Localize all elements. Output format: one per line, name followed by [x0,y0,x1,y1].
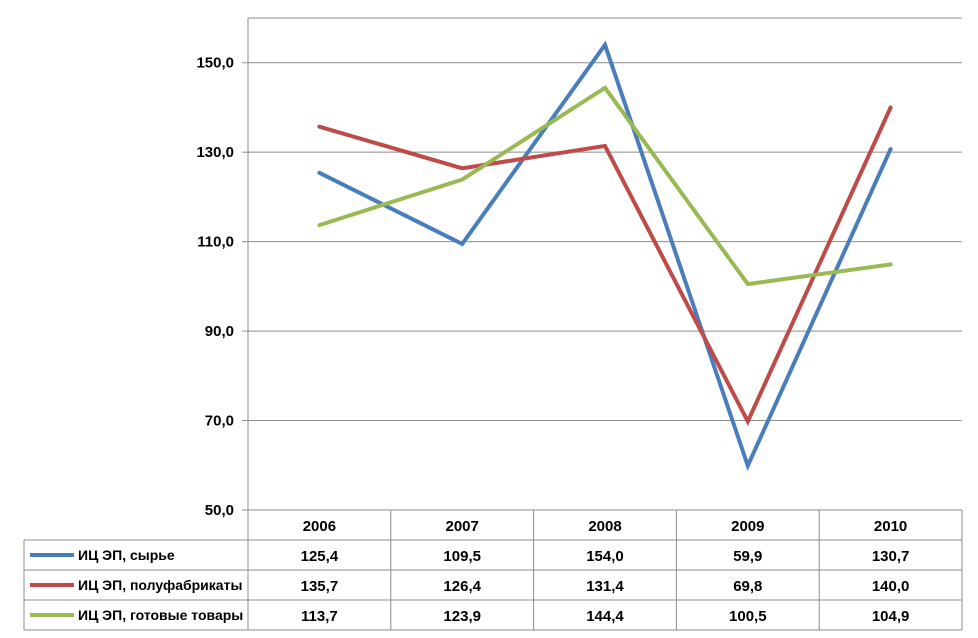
table-cell-value: 140,0 [872,578,910,595]
x-category-label: 2008 [588,518,621,535]
series-lines [317,40,893,472]
y-tick-label: 50,0 [205,502,234,519]
y-tick-label: 70,0 [205,413,234,430]
series-line [317,40,893,472]
table-cell-value: 144,4 [586,608,624,625]
legend-label: ИЦ ЭП, полуфабрикаты [78,577,242,593]
table-cell-value: 125,4 [301,548,339,565]
y-tick-label: 110,0 [197,234,234,251]
table-cell-value: 126,4 [443,578,481,595]
table-cell-value: 59,9 [733,548,762,565]
table-cell-value: 131,4 [586,578,624,595]
gridlines [248,17,962,511]
table-cell-value: 69,8 [733,578,762,595]
x-category-label: 2006 [303,518,336,535]
data-table: 2006 2007 2008 2009 2010 ИЦ ЭП, сырье 125,4 109… [23,509,963,631]
table-cell-value: 154,0 [586,548,624,565]
table-cell-value: 113,7 [301,608,338,625]
table-cell-value: 109,5 [443,548,481,565]
table-cell-value: 104,9 [872,608,910,625]
x-category-label: 2010 [874,518,907,535]
table-cell-value: 135,7 [301,578,339,595]
y-axis: 50,0 70,0 90,0 110,0 130,0 150,0 [196,18,249,519]
series-line [317,85,893,287]
table-cell-value: 100,5 [729,608,767,625]
y-tick-label: 150,0 [196,55,234,72]
table-cell-value: 123,9 [443,608,481,625]
y-tick-label: 130,0 [196,144,234,161]
x-category-label: 2007 [446,518,479,535]
table-cell-value: 130,7 [872,548,910,565]
series-line [317,105,893,426]
x-category-label: 2009 [731,518,764,535]
y-tick-label: 90,0 [205,323,234,340]
legend-label: ИЦ ЭП, сырье [78,547,175,563]
legend-label: ИЦ ЭП, готовые товары [78,607,243,623]
